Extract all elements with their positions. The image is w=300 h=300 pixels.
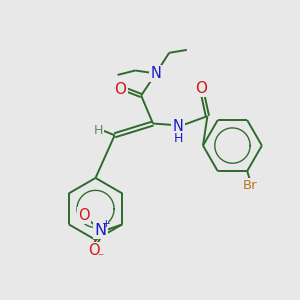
Text: O: O [78,208,90,223]
Text: Br: Br [243,179,257,192]
Text: O: O [88,243,100,258]
Text: O: O [115,82,127,97]
Text: N: N [172,119,183,134]
Text: N: N [151,66,161,81]
Text: O: O [196,81,208,96]
Text: N: N [94,223,106,238]
Text: ⁻: ⁻ [98,251,104,264]
Text: H: H [173,132,183,145]
Text: +: + [102,219,110,229]
Text: H: H [94,124,103,137]
